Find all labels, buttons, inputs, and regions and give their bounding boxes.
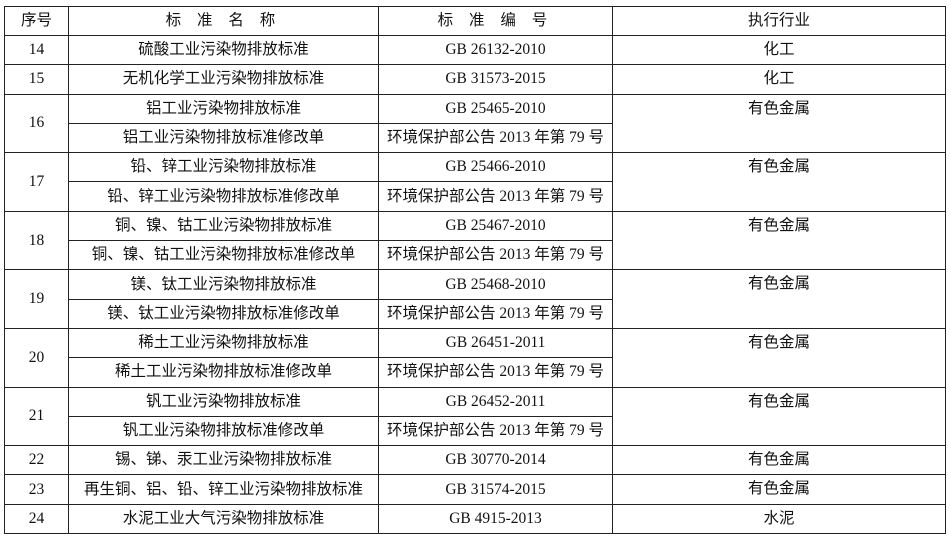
cell-code: 环境保护部公告 2013 年第 79 号 [378,240,613,271]
cell-name: 再生铜、铝、铅、锌工业污染物排放标准 [68,474,379,505]
cell-name: 铜、镍、钴工业污染物排放标准 [68,210,379,242]
cell-code: GB 26451-2011 [378,327,613,359]
cell-name: 铝工业污染物排放标准修改单 [68,122,379,154]
header-row: 序号 标 准 名 称 标 准 编 号 执行行业 [4,6,946,36]
cell-code: GB 25467-2010 [378,210,613,242]
cell-code: 环境保护部公告 2013 年第 79 号 [378,122,613,154]
cell-name: 稀土工业污染物排放标准 [68,327,379,359]
cell-no: 21 [4,386,69,447]
cell-name: 水泥工业大气污染物排放标准 [68,503,379,535]
cell-industry: 有色金属 [612,327,946,388]
cell-code: GB 31573-2015 [378,64,613,95]
table-row: 21 钒工业污染物排放标准 GB 26452-2011 有色金属 [4,386,946,447]
cell-industry: 有色金属 [612,445,946,476]
table-row: 镁、钛工业污染物排放标准修改单 环境保护部公告 2013 年第 79 号 [5,298,946,329]
table-row: 铝工业污染物排放标准修改单 环境保护部公告 2013 年第 79 号 [5,122,946,154]
header-code: 标 准 编 号 [378,6,613,36]
cell-name: 铅、锌工业污染物排放标准 [68,152,379,183]
cell-industry: 有色金属 [612,269,946,329]
table-row: 铜、镍、钴工业污染物排放标准修改单 环境保护部公告 2013 年第 79 号 [5,240,946,271]
cell-code: 环境保护部公告 2013 年第 79 号 [378,357,613,388]
cell-industry: 化工 [612,34,946,66]
cell-name: 镁、钛工业污染物排放标准 [68,269,379,300]
cell-industry: 化工 [612,64,946,95]
header-no: 序号 [4,6,69,36]
cell-name: 无机化学工业污染物排放标准 [68,64,379,95]
header-name: 标 准 名 称 [68,6,379,36]
cell-name: 钒工业污染物排放标准 [68,386,379,417]
table-row: 17 铅、锌工业污染物排放标准 GB 25466-2010 有色金属 [4,152,946,212]
table-row: 18 铜、镍、钴工业污染物排放标准 GB 25467-2010 有色金属 [4,210,946,271]
cell-no: 23 [4,474,69,505]
cell-no: 15 [4,64,69,95]
cell-industry: 有色金属 [612,93,946,154]
cell-name: 镁、钛工业污染物排放标准修改单 [68,298,379,329]
cell-no: 16 [4,93,69,154]
cell-code: GB 25465-2010 [378,93,613,124]
cell-no: 19 [4,269,69,329]
standards-table: 序号 标 准 名 称 标 准 编 号 执行行业 14 硫酸工业污染物排放标准 GB … [4,6,946,535]
cell-no: 14 [4,34,69,66]
cell-code: GB 26132-2010 [378,34,613,66]
cell-name: 铝工业污染物排放标准 [68,93,379,124]
cell-name: 铜、镍、钴工业污染物排放标准修改单 [68,240,379,271]
cell-name: 锡、锑、汞工业污染物排放标准 [68,445,379,476]
cell-code: 环境保护部公告 2013 年第 79 号 [378,415,613,447]
cell-no: 22 [4,445,69,476]
cell-name: 硫酸工业污染物排放标准 [68,34,379,66]
table-row: 19 镁、钛工业污染物排放标准 GB 25468-2010 有色金属 [4,269,946,329]
table-row: 稀土工业污染物排放标准修改单 环境保护部公告 2013 年第 79 号 [5,357,946,388]
cell-industry: 水泥 [612,503,946,535]
cell-no: 20 [4,327,69,388]
cell-industry: 有色金属 [612,474,946,505]
cell-industry: 有色金属 [612,152,946,212]
table-row: 16 铝工业污染物排放标准 GB 25465-2010 有色金属 [4,93,946,154]
table-row: 铅、锌工业污染物排放标准修改单 环境保护部公告 2013 年第 79 号 [5,181,946,212]
cell-no: 18 [4,210,69,271]
cell-no: 17 [4,152,69,212]
cell-code: GB 30770-2014 [378,445,613,476]
table-row: 15 无机化学工业污染物排放标准 GB 31573-2015 化工 [4,64,946,95]
table-row: 23 再生铜、铝、铅、锌工业污染物排放标准 GB 31574-2015 有色金属 [4,474,946,505]
header-industry: 执行行业 [612,6,946,36]
cell-code: 环境保护部公告 2013 年第 79 号 [378,181,613,212]
table-row: 22 锡、锑、汞工业污染物排放标准 GB 30770-2014 有色金属 [4,445,946,476]
cell-code: GB 4915-2013 [378,503,613,535]
table-row: 14 硫酸工业污染物排放标准 GB 26132-2010 化工 [4,34,946,66]
cell-industry: 有色金属 [612,210,946,271]
table-row: 24 水泥工业大气污染物排放标准 GB 4915-2013 水泥 [4,503,946,535]
cell-name: 钒工业污染物排放标准修改单 [68,415,379,447]
cell-code: GB 25466-2010 [378,152,613,183]
table-row: 钒工业污染物排放标准修改单 环境保护部公告 2013 年第 79 号 [5,415,946,447]
cell-name: 稀土工业污染物排放标准修改单 [68,357,379,388]
cell-industry: 有色金属 [612,386,946,447]
cell-code: GB 25468-2010 [378,269,613,300]
table-row: 20 稀土工业污染物排放标准 GB 26451-2011 有色金属 [4,327,946,388]
cell-name: 铅、锌工业污染物排放标准修改单 [68,181,379,212]
cell-code: 环境保护部公告 2013 年第 79 号 [378,298,613,329]
cell-code: GB 31574-2015 [378,474,613,505]
cell-code: GB 26452-2011 [378,386,613,417]
cell-no: 24 [4,503,69,535]
table-body: 14 硫酸工业污染物排放标准 GB 26132-2010 化工 15 无机化学工业污染物排… [4,34,946,535]
